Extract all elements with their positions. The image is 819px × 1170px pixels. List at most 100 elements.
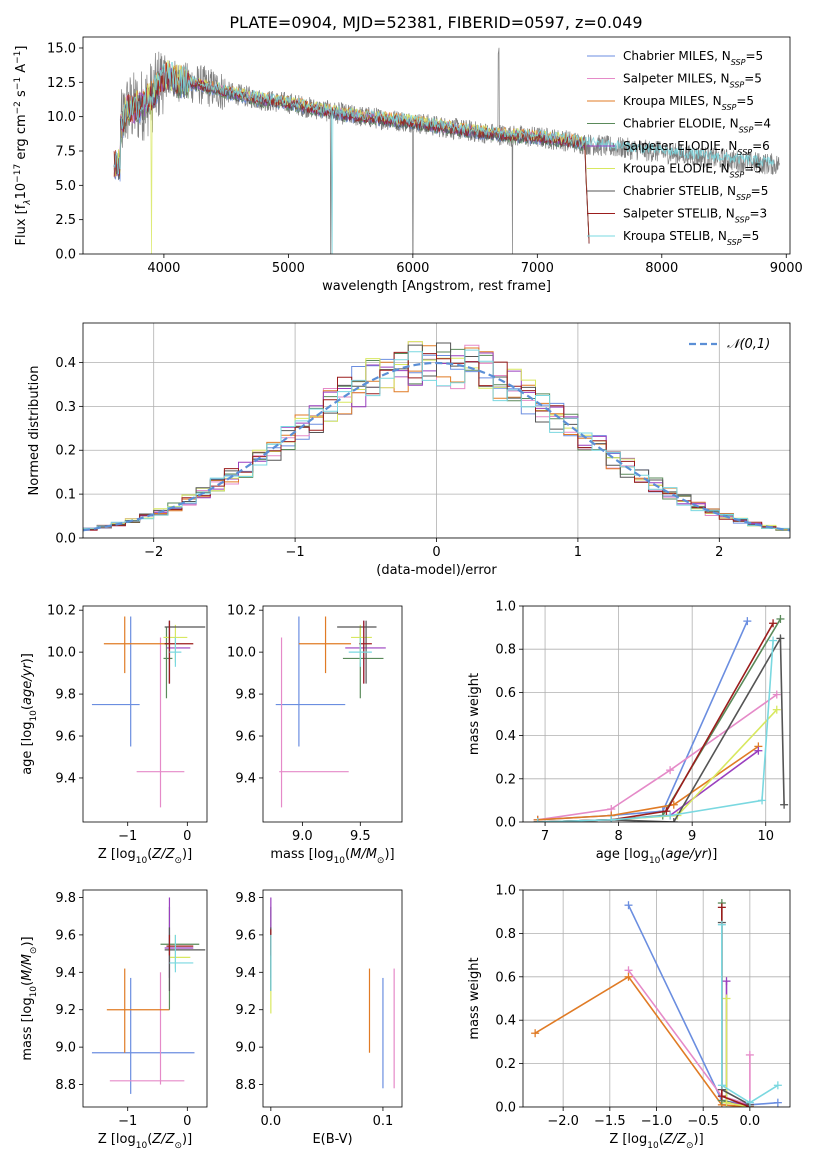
y-tick-label: 0.4 bbox=[495, 729, 516, 744]
y-tick-label: 9.4 bbox=[235, 966, 256, 981]
weight-marker bbox=[717, 1081, 726, 1090]
y-tick-label: 0.4 bbox=[495, 1014, 516, 1029]
errorbar-8 bbox=[169, 934, 194, 973]
x-tick-label: 0.0 bbox=[261, 1114, 282, 1129]
legend-label: Kroupa MILES, NSSP=5 bbox=[623, 94, 754, 112]
y-axis-label: mass [log10(M/M⊙)] bbox=[20, 936, 39, 1060]
weight-marker bbox=[669, 800, 678, 809]
axes-frame bbox=[82, 889, 208, 1108]
y-tick-label: 9.0 bbox=[55, 1041, 76, 1056]
weight-marker bbox=[722, 977, 731, 986]
x-axis-label: Z [log10(Z/Z⊙)] bbox=[98, 1132, 192, 1151]
weight-marker bbox=[745, 1050, 754, 1059]
y-tick-label: 9.8 bbox=[235, 891, 256, 906]
y-tick-label: 0.8 bbox=[495, 927, 516, 942]
chart-title: PLATE=0904, MJD=52381, FIBERID=0597, z=0… bbox=[229, 13, 642, 32]
weight-line-2 bbox=[537, 745, 759, 821]
y-tick-label: 10.0 bbox=[47, 646, 76, 661]
x-tick-label: −0.5 bbox=[687, 1114, 719, 1129]
errorbar-0 bbox=[91, 977, 195, 1094]
y-tick-label: 9.6 bbox=[55, 928, 76, 943]
legend: Chabrier MILES, NSSP=5 Salpeter MILES, NS… bbox=[587, 49, 771, 247]
weight-marker bbox=[669, 818, 678, 822]
y-tick-label: 9.4 bbox=[55, 966, 76, 981]
x-tick-label: −1 bbox=[286, 545, 305, 560]
y-tick-label: 0.3 bbox=[55, 400, 76, 415]
x-tick-label: 1 bbox=[574, 545, 582, 560]
x-tick-label: 0 bbox=[183, 1114, 191, 1129]
normal-curve bbox=[83, 361, 790, 532]
y-tick-label: 9.6 bbox=[55, 730, 76, 745]
axes-frame bbox=[522, 889, 791, 1108]
y-tick-label: 1.0 bbox=[495, 600, 516, 615]
weight-marker bbox=[776, 614, 785, 623]
plot-area bbox=[113, 47, 780, 254]
y-tick-label: 2.5 bbox=[55, 213, 76, 228]
y-tick-label: 0.2 bbox=[495, 1057, 516, 1072]
y-tick-label: 0.0 bbox=[495, 1101, 516, 1116]
y-tick-label: 10.0 bbox=[47, 110, 76, 125]
panel-age-vs-mass: 9.0 9.5 9.4 9.6 9.8 10.0 10.2 mass [log10(M/M⊙)… bbox=[227, 604, 403, 866]
weight-line-4 bbox=[725, 981, 750, 1106]
errorbar-0 bbox=[91, 616, 140, 747]
legend-label: Salpeter ELODIE, NSSP=6 bbox=[623, 139, 770, 157]
x-tick-label: 9.0 bbox=[292, 829, 313, 844]
y-tick-label: 8.8 bbox=[235, 1078, 256, 1093]
panel-mass-weight-vs-age: 7 8 9 10 0.0 0.2 0.4 0.6 0.8 1.0 age [log10(age/yr… bbox=[467, 600, 791, 866]
weight-line-2 bbox=[534, 975, 750, 1107]
errorbar-8 bbox=[169, 637, 182, 667]
axes-frame bbox=[82, 322, 791, 539]
weight-marker bbox=[754, 746, 763, 755]
panel-residuals: −2 −1 0 1 2 0.0 0.1 0.2 0.3 0.4 (data-model)/error… bbox=[27, 322, 791, 578]
legend-label: Salpeter STELIB, NSSP=3 bbox=[623, 207, 767, 225]
y-tick-label: 1.0 bbox=[495, 884, 516, 899]
plot-area bbox=[83, 323, 790, 538]
legend-label: Salpeter MILES, NSSP=5 bbox=[623, 72, 762, 90]
weight-marker bbox=[769, 619, 778, 628]
weight-marker bbox=[722, 1098, 731, 1107]
x-axis-label: age [log10(age/yr)] bbox=[596, 847, 718, 866]
y-tick-label: 9.4 bbox=[235, 771, 256, 786]
weight-line-1 bbox=[627, 969, 751, 1106]
y-tick-label: 15.0 bbox=[47, 41, 76, 56]
weight-marker bbox=[773, 1081, 782, 1090]
legend-label: Chabrier ELODIE, NSSP=4 bbox=[623, 117, 771, 135]
x-tick-label: 7 bbox=[541, 829, 549, 844]
y-tick-label: 9.8 bbox=[235, 688, 256, 703]
y-tick-label: 0.6 bbox=[495, 970, 516, 985]
legend-label: Chabrier STELIB, NSSP=5 bbox=[623, 184, 768, 202]
x-tick-label: 9.5 bbox=[350, 829, 371, 844]
weight-marker bbox=[666, 811, 675, 820]
y-tick-label: 10.2 bbox=[227, 604, 256, 619]
errorbar-7 bbox=[166, 934, 194, 956]
plot-area bbox=[275, 616, 386, 808]
y-axis-label: mass weight bbox=[467, 957, 482, 1039]
weight-marker bbox=[722, 994, 731, 1003]
x-tick-label: 10 bbox=[757, 829, 774, 844]
panel-spectrum: 4000 5000 6000 7000 8000 9000 0.0 2.5 5.0 7.5 10.0… bbox=[13, 36, 803, 294]
x-tick-label: 9 bbox=[688, 829, 696, 844]
panel-mass-weight-vs-Z: −2.0 −1.5 −1.0 −0.5 0.0 0.0 0.2 0.4 0.6 0.8 1.0 Z [… bbox=[467, 884, 791, 1151]
y-axis-label: age [log10(age/yr)] bbox=[20, 653, 39, 775]
axes-frame bbox=[262, 605, 403, 823]
errorbar-6 bbox=[164, 927, 206, 992]
weight-line-4 bbox=[537, 750, 759, 822]
x-tick-label: 0 bbox=[432, 545, 440, 560]
errorbar-0 bbox=[275, 616, 346, 747]
y-axis-label: Normed distribution bbox=[27, 366, 42, 496]
plot-area bbox=[270, 897, 395, 1089]
errorbar-3 bbox=[163, 626, 173, 699]
weight-line-0 bbox=[537, 620, 749, 821]
y-tick-label: 9.2 bbox=[55, 1003, 76, 1018]
x-tick-label: 5000 bbox=[272, 261, 305, 276]
weight-marker bbox=[717, 920, 726, 929]
errorbar-2 bbox=[103, 616, 170, 674]
weight-marker bbox=[769, 636, 778, 645]
x-tick-label: −2.0 bbox=[547, 1114, 579, 1129]
weight-marker bbox=[662, 807, 671, 816]
x-tick-label: −1.5 bbox=[594, 1114, 626, 1129]
x-tick-label: 9000 bbox=[770, 261, 803, 276]
weight-line-1 bbox=[537, 693, 778, 821]
y-tick-label: 9.8 bbox=[55, 891, 76, 906]
plot-area bbox=[91, 897, 206, 1094]
